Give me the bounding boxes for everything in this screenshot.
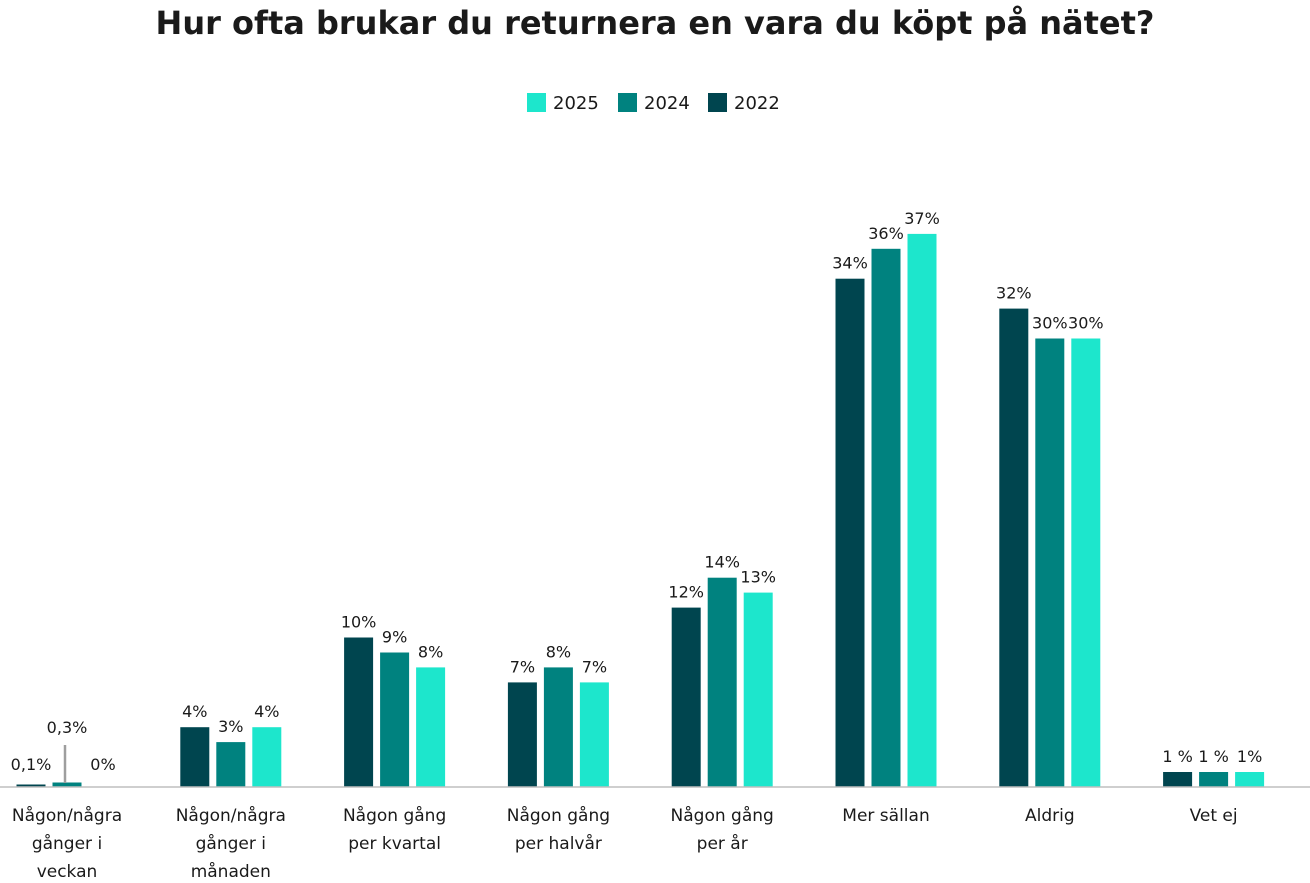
bar-2024-4 <box>707 577 737 787</box>
category-label-6: Aldrig <box>1025 806 1075 826</box>
bar-2025-6 <box>1071 338 1101 787</box>
value-label-2025-4: 13% <box>740 568 776 587</box>
bar-2024-5 <box>871 248 901 788</box>
bar-2022-4 <box>671 607 701 787</box>
value-label-2024-1: 3% <box>218 717 243 736</box>
legend-swatch-2024 <box>618 93 637 112</box>
value-label-2025-6: 30% <box>1068 314 1104 333</box>
bar-2025-4 <box>743 592 773 787</box>
bar-2025-7 <box>1235 772 1265 787</box>
bar-2024-3 <box>543 667 573 787</box>
bar-2025-3 <box>579 682 609 787</box>
value-label-2024-6: 30% <box>1032 314 1068 333</box>
value-label-2022-3: 7% <box>510 657 535 676</box>
value-label-2024-2: 9% <box>382 628 407 647</box>
value-label-2024-0: 0,3% <box>47 718 88 737</box>
category-label-5: Mer sällan <box>842 806 929 826</box>
bars <box>16 233 1265 788</box>
legend-label-2025: 2025 <box>553 93 599 114</box>
category-labels: Någon/några gånger i veckan Någon/några gång… <box>12 805 1238 882</box>
bar-2024-1 <box>216 742 246 787</box>
legend: 2025 2024 2022 <box>527 93 780 114</box>
category-label-4: Någon gång per år <box>671 805 774 854</box>
bar-2024-6 <box>1035 338 1065 787</box>
category-label-0: Någon/några gånger i veckan <box>12 805 122 882</box>
value-label-2025-7: 1% <box>1237 747 1262 766</box>
bar-2022-5 <box>835 278 865 787</box>
value-label-2022-0: 0,1% <box>11 755 52 774</box>
category-label-1: Någon/några gånger i månaden <box>176 805 286 882</box>
value-label-2024-4: 14% <box>704 553 740 572</box>
legend-label-2024: 2024 <box>644 93 690 114</box>
value-label-2022-7: 1 % <box>1162 747 1192 766</box>
value-label-2024-5: 36% <box>868 224 904 243</box>
bar-2025-5 <box>907 233 937 787</box>
value-label-2025-0: 0% <box>90 755 115 774</box>
value-label-2022-1: 4% <box>182 702 207 721</box>
bar-2022-3 <box>507 682 537 787</box>
bar-2025-2 <box>416 667 446 787</box>
legend-swatch-2022 <box>708 93 727 112</box>
bar-2024-0 <box>52 782 82 787</box>
bar-2022-0 <box>16 784 46 787</box>
legend-label-2022: 2022 <box>734 93 780 114</box>
value-label-2022-4: 12% <box>668 583 704 602</box>
category-label-3: Någon gång per halvår <box>507 805 610 854</box>
value-label-2022-2: 10% <box>341 613 377 632</box>
chart-title: Hur ofta brukar du returnera en vara du … <box>156 4 1155 42</box>
value-label-2025-5: 37% <box>904 209 940 228</box>
value-labels: 0,1% 0,3%0% 4% 3% 4% 10% 9% 8% 7% 8% 7% 12%14%13% 34… <box>11 209 1262 783</box>
bar-2024-7 <box>1199 772 1229 787</box>
bar-2024-2 <box>380 652 410 787</box>
value-label-2024-3: 8% <box>546 642 571 661</box>
bar-2022-1 <box>180 727 210 787</box>
bar-2025-1 <box>252 727 282 787</box>
value-label-2022-6: 32% <box>996 284 1032 303</box>
value-label-2025-3: 7% <box>582 657 607 676</box>
bar-2022-7 <box>1163 772 1193 787</box>
value-label-2024-7: 1 % <box>1198 747 1228 766</box>
category-label-2: Någon gång per kvartal <box>343 805 446 854</box>
category-label-7: Vet ej <box>1190 806 1238 826</box>
value-label-2025-1: 4% <box>254 702 279 721</box>
bar-2022-6 <box>999 308 1029 787</box>
bar-2022-2 <box>344 637 374 787</box>
value-label-2025-2: 8% <box>418 642 443 661</box>
legend-swatch-2025 <box>527 93 546 112</box>
value-label-2022-5: 34% <box>832 254 868 273</box>
